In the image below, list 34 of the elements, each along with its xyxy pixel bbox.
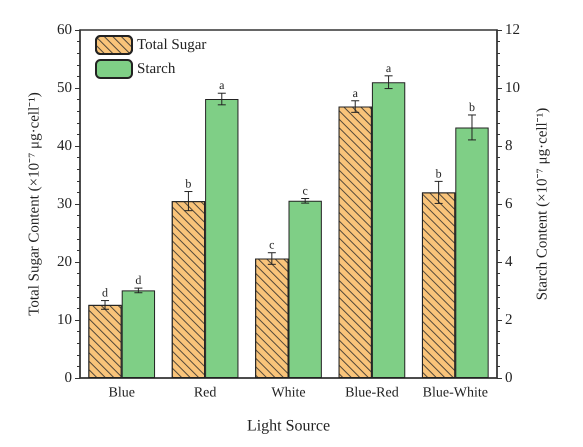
data-label: d (135, 273, 142, 288)
y2-tick-label: 4 (505, 254, 513, 270)
data-label: a (219, 78, 226, 92)
y-tick-label: 60 (57, 22, 72, 38)
data-label: b (468, 100, 475, 114)
x-tick-label: Blue-White (422, 386, 488, 400)
y2-tick-label: 10 (505, 80, 520, 96)
y2-tick-label: 8 (505, 138, 512, 154)
y-tick-label: 30 (57, 196, 72, 212)
y2-tick-label: 2 (505, 312, 512, 328)
y-tick-label: 40 (57, 138, 72, 154)
y-tick-label: 0 (64, 370, 72, 386)
y-tick-label: 10 (57, 312, 72, 328)
data-label: b (185, 176, 192, 191)
y2-tick-label: 6 (505, 196, 513, 212)
x-tick-label: Blue (108, 386, 135, 400)
y2-axis-title: Starch Content (×10⁻⁷ μg·cell⁻¹) (534, 108, 550, 300)
x-tick-label: Blue-Red (345, 386, 399, 400)
x-tick-label: Red (194, 386, 216, 400)
y-tick-label: 50 (57, 80, 72, 96)
data-label: a (386, 60, 392, 75)
y2-tick-label: 12 (505, 22, 520, 38)
legend-label: Total Sugar (137, 37, 206, 53)
data-label: c (302, 183, 308, 198)
data-label: b (436, 166, 442, 180)
x-axis-title: Light Source (246, 418, 330, 434)
data-label: c (269, 238, 274, 252)
x-tick-label: White (271, 386, 306, 400)
data-label: d (102, 286, 108, 300)
data-label: a (352, 86, 359, 100)
y-axis-title: Total Sugar Content (×10⁻⁷ μg·cell⁻¹) (26, 92, 42, 316)
y-tick-label: 20 (57, 254, 72, 270)
y2-tick-label: 0 (505, 370, 512, 386)
legend-label: Starch (137, 61, 176, 77)
